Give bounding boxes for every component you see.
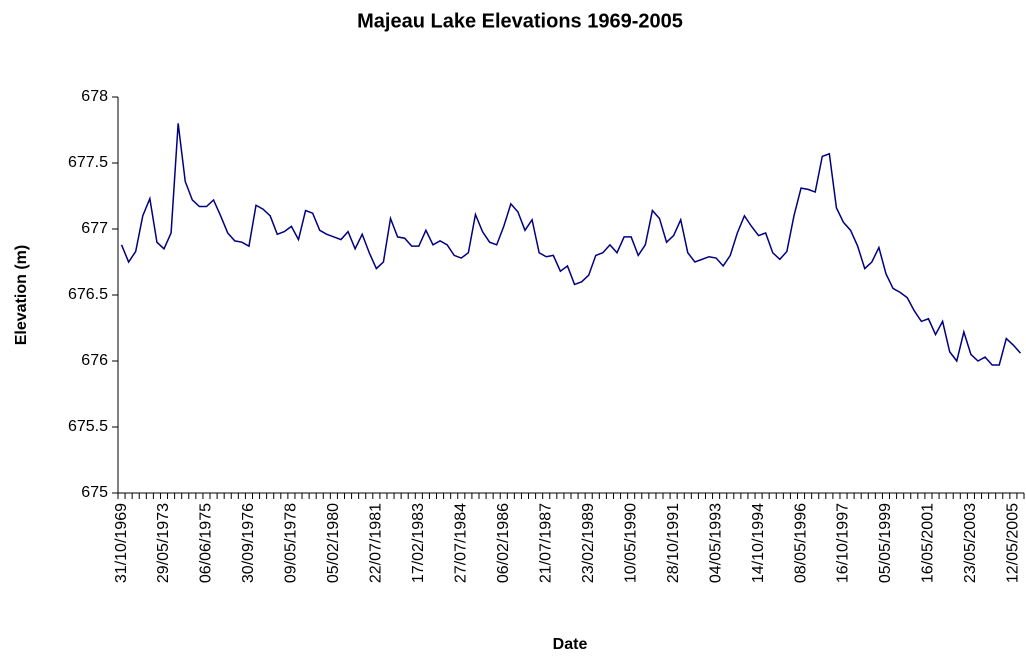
x-tick-label: 16/05/2001 — [920, 503, 937, 583]
y-axis-label: Elevation (m) — [13, 245, 30, 345]
chart-title: Majeau Lake Elevations 1969-2005 — [357, 10, 683, 32]
x-tick-label: 27/07/1984 — [453, 503, 470, 583]
x-tick-label: 09/05/1978 — [283, 503, 300, 583]
x-tick-label: 05/02/1980 — [325, 503, 342, 583]
y-tick-label: 678 — [81, 88, 108, 105]
x-tick-label: 10/05/1990 — [622, 503, 639, 583]
y-tick-label: 676.5 — [68, 286, 108, 303]
x-tick-label: 23/02/1989 — [580, 503, 597, 583]
x-tick-label: 23/05/2003 — [962, 503, 979, 583]
y-tick-label: 677.5 — [68, 154, 108, 171]
x-tick-label: 21/07/1987 — [537, 503, 554, 583]
y-tick-label: 675 — [81, 484, 108, 501]
y-tick-label: 677 — [81, 220, 108, 237]
x-tick-label: 08/05/1996 — [792, 503, 809, 583]
x-axis-label: Date — [553, 636, 588, 653]
x-tick-label: 17/02/1983 — [410, 503, 427, 583]
x-tick-label: 14/10/1994 — [750, 503, 767, 583]
x-tick-label: 29/05/1973 — [155, 503, 172, 583]
x-tick-label: 06/02/1986 — [495, 503, 512, 583]
x-tick-label: 16/10/1997 — [835, 503, 852, 583]
x-tick-label: 28/10/1991 — [665, 503, 682, 583]
x-tick-label: 30/09/1976 — [240, 503, 257, 583]
y-tick-label: 676 — [81, 352, 108, 369]
x-tick-label: 04/05/1993 — [707, 503, 724, 583]
x-tick-label: 31/10/1969 — [113, 503, 130, 583]
x-tick-label: 05/05/1999 — [877, 503, 894, 583]
data-line — [120, 123, 1022, 366]
x-tick-label: 12/05/2005 — [1005, 503, 1022, 583]
x-tick-label: 06/06/1975 — [198, 503, 215, 583]
x-tick-label: 22/07/1981 — [368, 503, 385, 583]
y-tick-label: 675.5 — [68, 418, 108, 435]
